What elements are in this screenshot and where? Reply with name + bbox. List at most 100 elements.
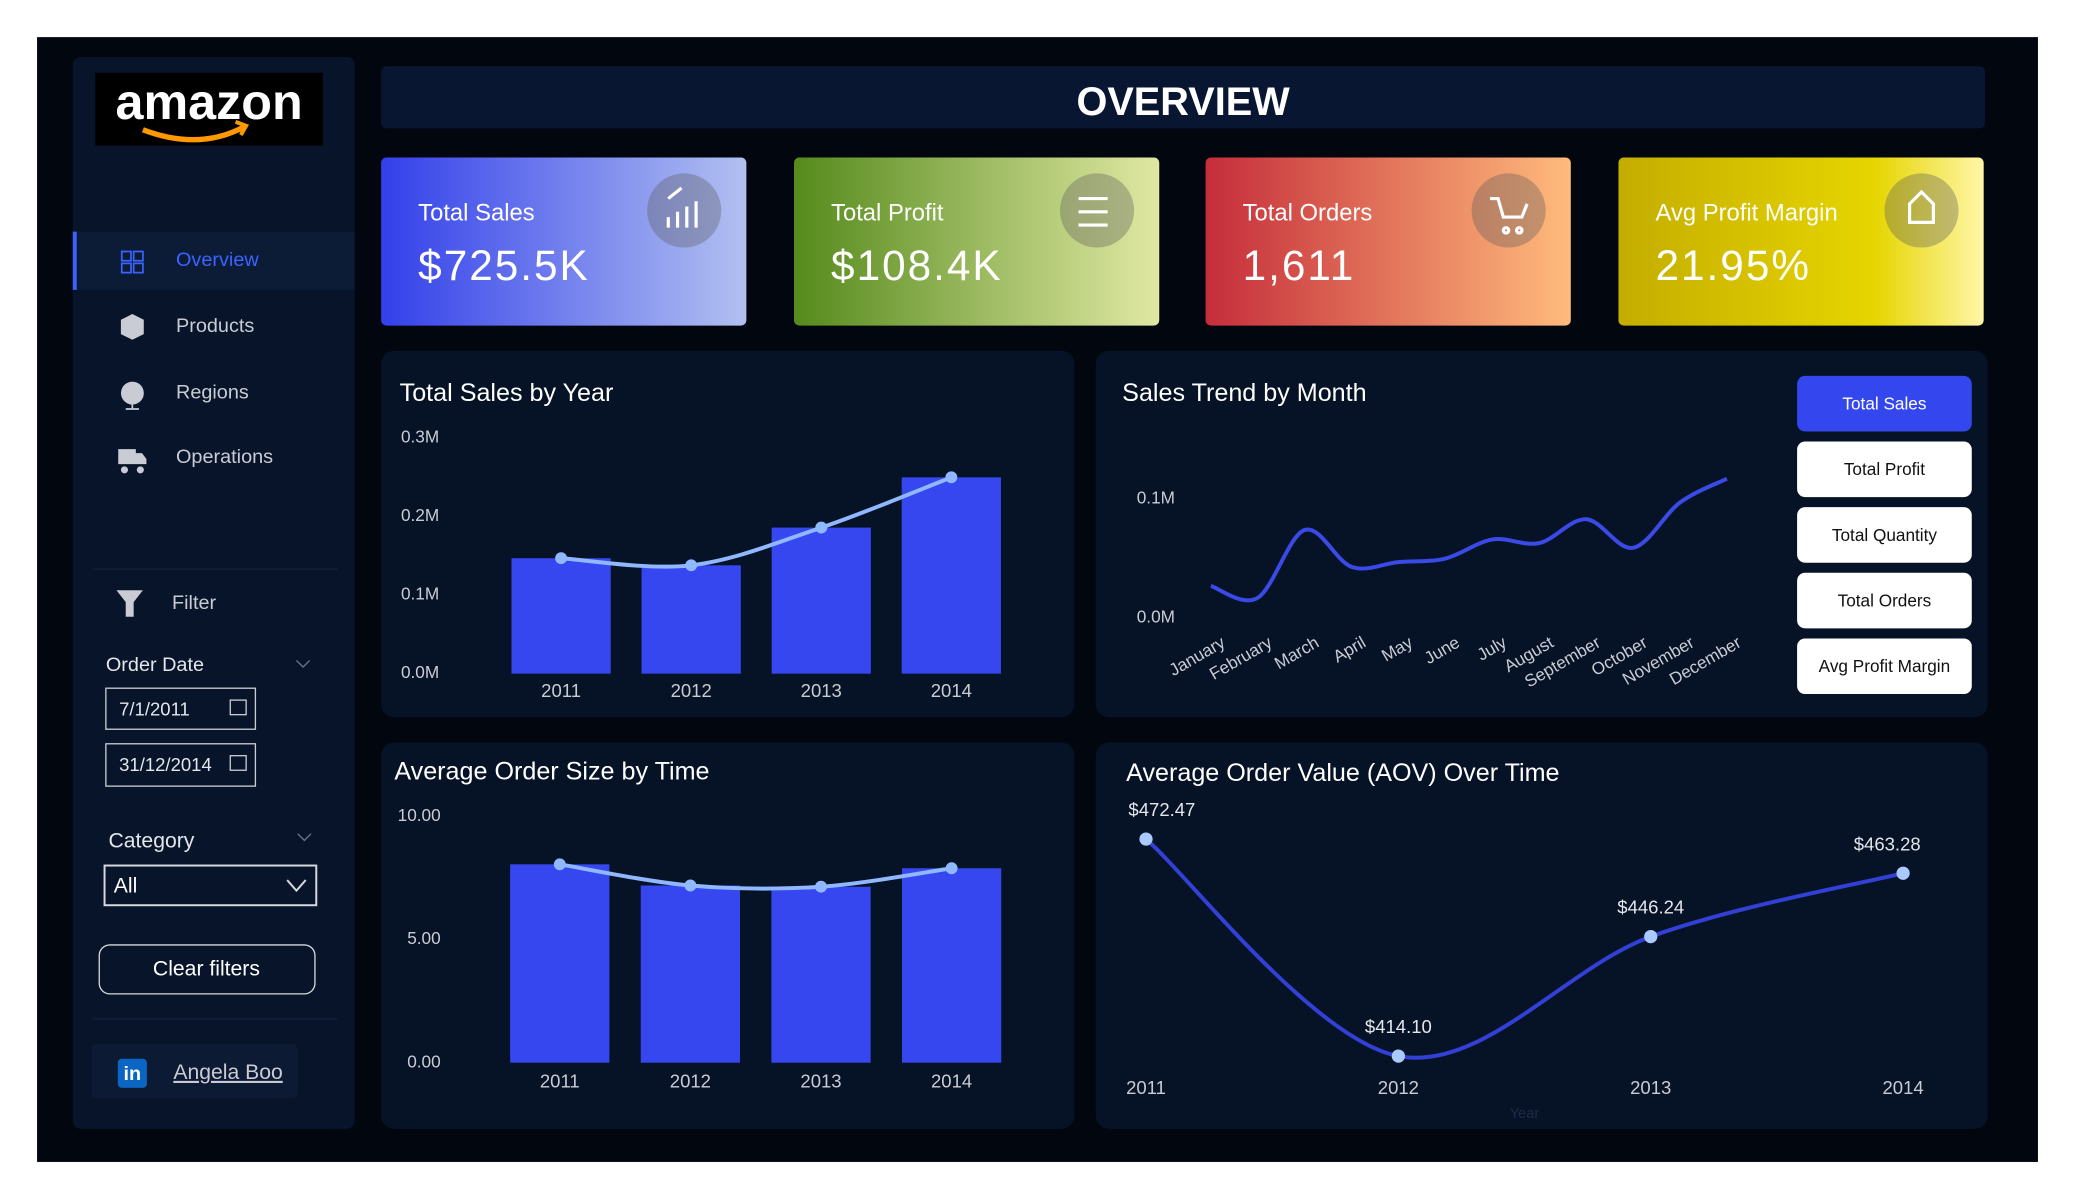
filter-icon [116,590,143,617]
chevron [297,833,312,842]
nav-icon[interactable] [120,250,144,274]
measure-button-label[interactable]: Total Profit [1844,459,1925,479]
measure-button[interactable] [1797,375,1972,432]
kpi-value: $725.5K [418,242,590,289]
clear-filters-label[interactable]: Clear filters [153,958,260,981]
kpi-card [1205,157,1571,326]
trend-point [945,862,958,875]
page-title: OVERVIEW [1076,80,1290,124]
kpi-card [1618,157,1984,326]
kpi-label: Total Sales [418,200,535,227]
bar [510,864,610,1063]
trend-point [815,521,828,534]
logo-smile [141,124,245,143]
y-tick-label: 0.0M [401,662,439,682]
measure-button-label[interactable]: Total Quantity [1832,525,1937,545]
y-tick-label: 5.00 [407,928,440,948]
point [1139,832,1153,846]
kpi-icon [666,186,698,228]
trend-line [560,475,953,569]
nav-item[interactable]: Overview [176,249,259,271]
chart-title: Average Order Value (AOV) Over Time [1126,759,1559,787]
x-tick-label: 2014 [931,1070,972,1091]
measure-button[interactable] [1797,572,1972,629]
trend-point [684,879,697,892]
kpi-icon-bg [1471,173,1546,248]
y-tick-label: 0.1M [1137,488,1175,508]
bar [511,558,611,674]
kpi-label: Total Profit [831,200,944,227]
y-tick-label: 10.00 [398,805,441,825]
kpi-value: 21.95% [1656,242,1811,289]
trend-point [815,880,827,893]
measure-button-label[interactable]: Total Orders [1838,590,1932,610]
bar [771,527,871,674]
nav-item[interactable]: Regions [176,381,249,403]
nav-item[interactable]: Products [176,315,254,337]
nav-icon[interactable] [120,381,144,410]
nav-icon[interactable] [120,314,144,340]
x-tick-label: 2013 [801,680,842,701]
kpi-value: $108.4K [831,242,1003,289]
nav-active-bg [72,231,355,290]
trend-point [553,858,566,871]
y-tick-label: 0.1M [401,584,439,604]
measure-button[interactable] [1797,507,1972,563]
filter-label: Order Date [106,654,204,676]
date-value[interactable]: 7/1/2011 [119,699,190,720]
x-axis-title: Year [1510,1106,1540,1122]
linkedin-glyph[interactable]: in [124,1063,142,1085]
point [1644,929,1658,944]
chart-title: Total Sales by Year [400,379,614,407]
calendar-icon[interactable] [229,699,247,716]
calendar-icon[interactable] [229,755,247,771]
trend-point [685,559,698,572]
x-tick-label: 2011 [541,680,581,701]
measure-button-label[interactable]: Total Sales [1842,394,1926,414]
x-tick-label: 2011 [1126,1077,1166,1098]
linkedin-icon[interactable] [117,1058,147,1088]
data-label: $414.10 [1365,1016,1432,1037]
chart-panel [1095,742,1988,1129]
x-tick-label: 2014 [1882,1077,1923,1098]
data-label: $463.28 [1854,833,1921,854]
measure-button[interactable] [1797,441,1972,498]
y-tick-label: 0.00 [407,1051,440,1071]
profile-name[interactable]: Angela Boo [173,1061,282,1084]
kpi-icon [1078,196,1108,227]
category-dropdown[interactable] [103,864,318,907]
point [1391,1049,1405,1063]
bar [901,868,1002,1063]
chart-panel [1095,350,1988,718]
point [1896,866,1910,880]
trend-point [555,552,568,565]
measure-button-label[interactable]: Avg Profit Margin [1819,656,1951,676]
date-value[interactable]: 31/12/2014 [119,754,212,775]
date-input[interactable] [105,687,257,730]
kpi-card [381,157,747,326]
measure-button[interactable] [1797,638,1972,695]
nav-active-bar [72,231,77,290]
kpi-icon [1490,196,1529,235]
chart-title: Average Order Size by Time [394,758,709,786]
x-tick-label: 2013 [1630,1077,1671,1098]
dropdown-value[interactable]: All [114,874,138,897]
line [1210,476,1728,603]
date-input[interactable] [105,743,257,787]
dropdown-arrow[interactable] [286,879,307,893]
x-tick-label: 2012 [1378,1077,1419,1098]
x-tick-label: 2014 [931,680,972,701]
y-tick-label: 0.2M [401,505,439,525]
nav-item[interactable]: Operations [176,446,273,468]
kpi-icon-bg [647,173,722,248]
nav-icon[interactable] [118,449,147,474]
bar [771,886,871,1063]
chevron [295,659,311,668]
logo-box [95,72,323,146]
clear-filters-button[interactable] [98,944,316,995]
filter-label: Category [109,829,195,852]
y-tick-label: 0.0M [1137,607,1175,627]
bar [901,477,1001,674]
